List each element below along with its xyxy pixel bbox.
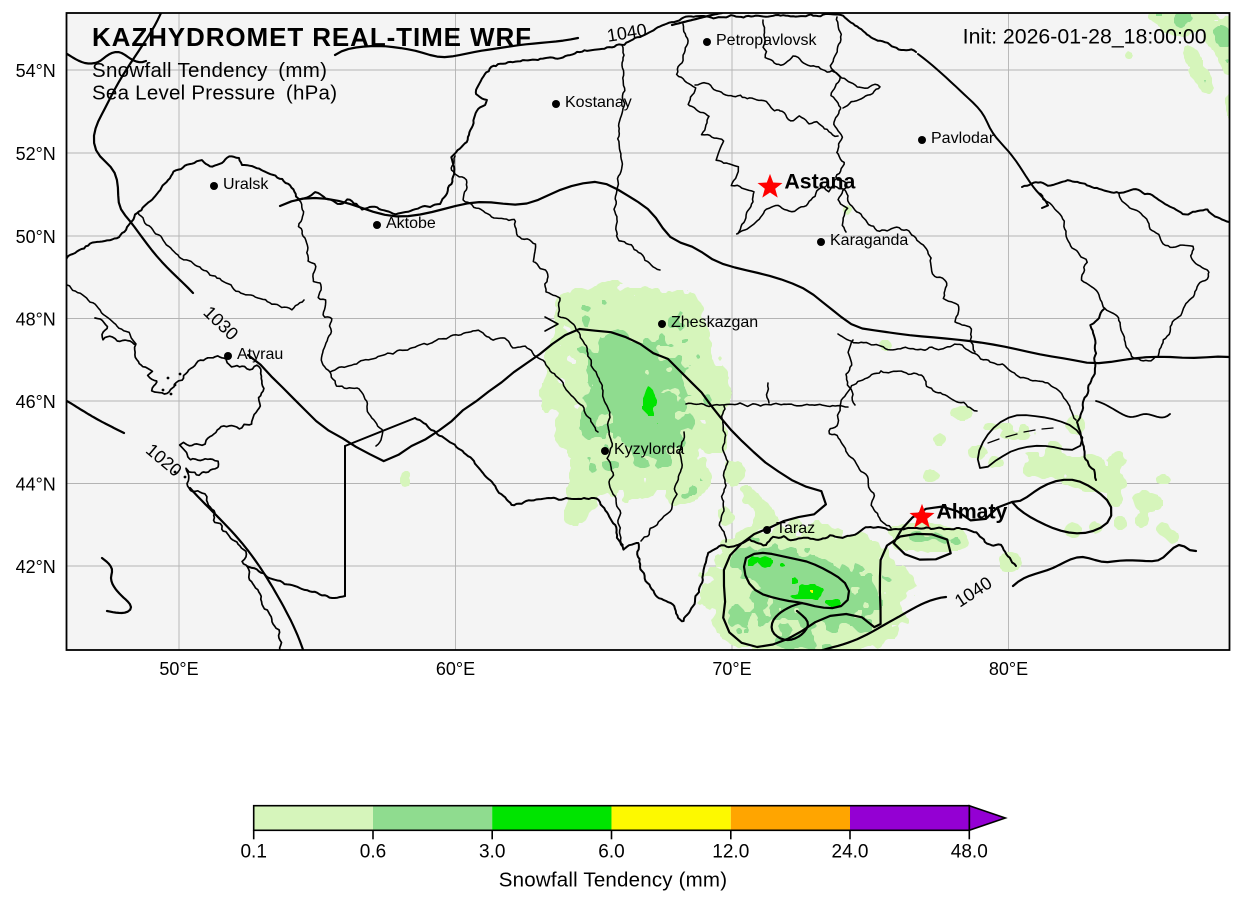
- svg-text:Atyrau: Atyrau: [237, 346, 283, 363]
- svg-text:Sea Level Pressure (hPa): Sea Level Pressure (hPa): [92, 82, 337, 105]
- svg-text:Kostanay: Kostanay: [565, 94, 632, 111]
- svg-text:Almaty: Almaty: [936, 500, 1007, 524]
- svg-text:52°N: 52°N: [16, 144, 56, 164]
- svg-text:Petropavlovsk: Petropavlovsk: [716, 32, 817, 49]
- svg-text:Pavlodar: Pavlodar: [931, 130, 995, 147]
- svg-text:42°N: 42°N: [16, 557, 56, 577]
- svg-text:Init: 2026-01-28_18:00:00: Init: 2026-01-28_18:00:00: [963, 25, 1207, 49]
- svg-text:Astana: Astana: [784, 170, 855, 194]
- svg-text:Aktobe: Aktobe: [386, 215, 436, 232]
- svg-text:48.0: 48.0: [951, 841, 988, 862]
- svg-text:Snowfall Tendency (mm): Snowfall Tendency (mm): [92, 59, 327, 82]
- svg-text:0.1: 0.1: [240, 841, 266, 862]
- svg-text:Snowfall Tendency (mm): Snowfall Tendency (mm): [499, 869, 727, 892]
- svg-text:6.0: 6.0: [598, 841, 624, 862]
- svg-text:Kyzylorda: Kyzylorda: [614, 441, 684, 458]
- svg-text:3.0: 3.0: [479, 841, 505, 862]
- svg-text:KAZHYDROMET REAL-TIME WRF: KAZHYDROMET REAL-TIME WRF: [92, 22, 532, 52]
- svg-text:Uralsk: Uralsk: [223, 176, 269, 193]
- svg-text:50°E: 50°E: [159, 659, 198, 679]
- svg-text:60°E: 60°E: [436, 659, 475, 679]
- svg-text:50°N: 50°N: [16, 227, 56, 247]
- svg-text:Karaganda: Karaganda: [830, 232, 908, 249]
- svg-text:46°N: 46°N: [16, 392, 56, 412]
- svg-text:54°N: 54°N: [16, 61, 56, 81]
- svg-text:Taraz: Taraz: [776, 520, 815, 537]
- svg-text:70°E: 70°E: [712, 659, 751, 679]
- svg-text:48°N: 48°N: [16, 310, 56, 330]
- svg-text:12.0: 12.0: [712, 841, 749, 862]
- svg-text:80°E: 80°E: [989, 659, 1028, 679]
- svg-text:44°N: 44°N: [16, 475, 56, 495]
- svg-text:0.6: 0.6: [360, 841, 386, 862]
- svg-text:24.0: 24.0: [832, 841, 869, 862]
- svg-text:Zheskazgan: Zheskazgan: [671, 314, 758, 331]
